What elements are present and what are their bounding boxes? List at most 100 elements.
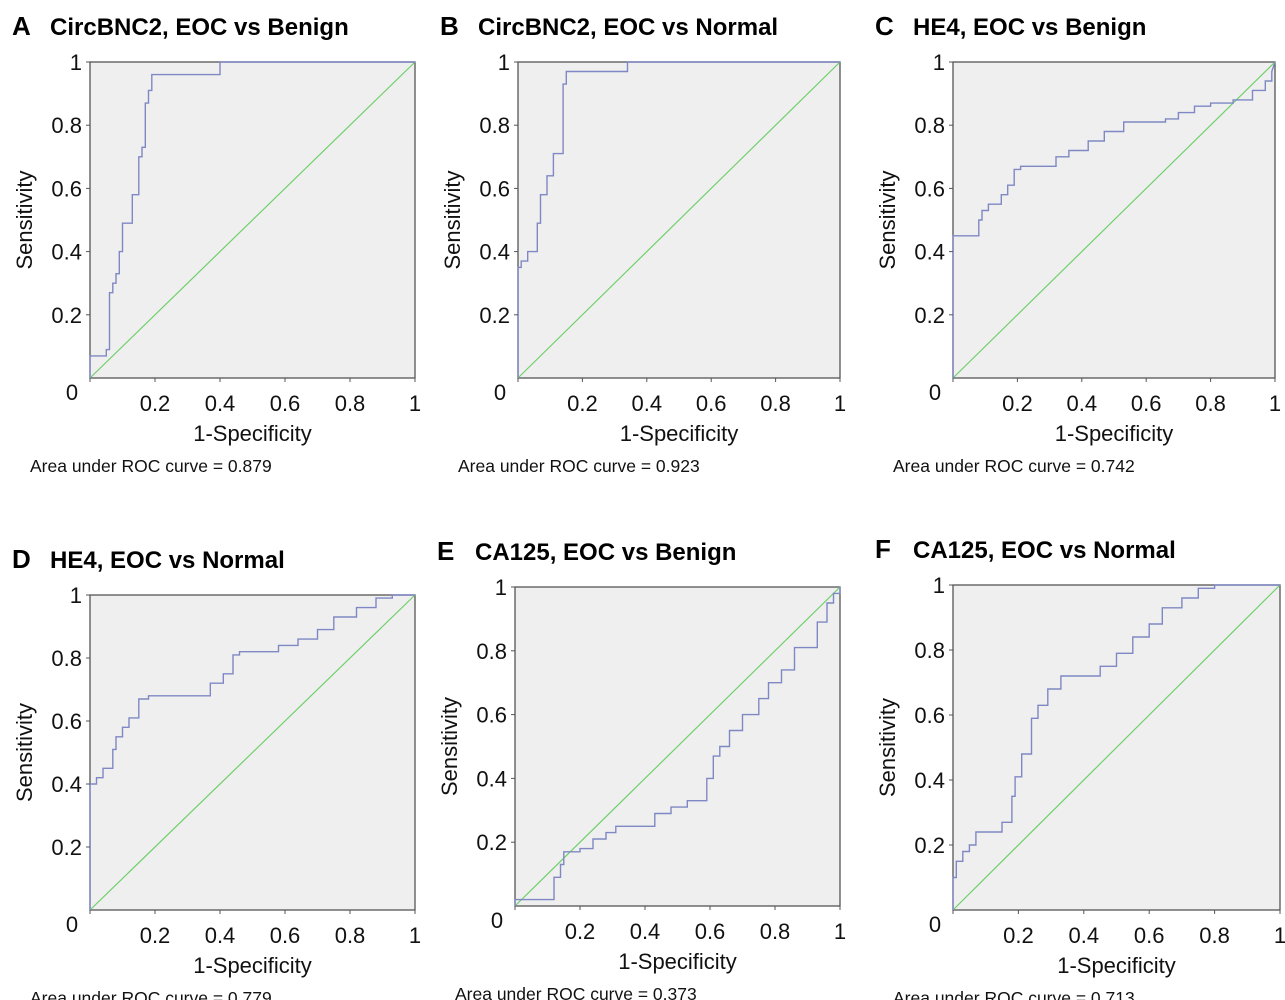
x-tick-label: 0.2 <box>140 923 171 948</box>
x-tick-label: 0.8 <box>760 391 791 416</box>
y-tick-label: 0.2 <box>479 303 510 328</box>
x-tick-label: 0.6 <box>1131 391 1162 416</box>
x-tick-label: 0 <box>66 912 78 937</box>
reference-line <box>89 61 416 379</box>
x-tick-label: 0.2 <box>1002 391 1033 416</box>
roc-curve <box>952 61 1276 378</box>
x-tick-label: 0.4 <box>1067 391 1098 416</box>
y-tick-label: 0.8 <box>914 638 945 663</box>
roc-curve <box>514 587 841 906</box>
panel-letter: B <box>440 11 459 41</box>
x-tick-label: 0.6 <box>1134 923 1165 948</box>
x-tick-label: 0.6 <box>270 391 301 416</box>
y-tick-label: 1 <box>70 50 82 75</box>
y-tick-label: 1 <box>495 575 507 600</box>
y-tick-label: 0.8 <box>914 113 945 138</box>
y-tick-label: 0.8 <box>479 113 510 138</box>
x-tick-label: 0.8 <box>335 923 366 948</box>
x-tick-label: 0.4 <box>632 391 663 416</box>
x-tick-label: 0.6 <box>695 919 726 944</box>
panel-title: HE4, EOC vs Benign <box>913 14 1146 41</box>
y-tick-label: 0.4 <box>914 240 945 265</box>
auc-annotation: Area under ROC curve = 0.923 <box>458 456 700 476</box>
x-tick-label: 0.2 <box>567 391 598 416</box>
x-tick-label: 1 <box>409 391 421 416</box>
x-tick-label: 0.4 <box>205 391 236 416</box>
y-tick-label: 0.8 <box>51 113 82 138</box>
x-tick-label: 0.2 <box>1003 923 1034 948</box>
y-tick-label: 0.6 <box>51 176 82 201</box>
y-tick-label: 0.2 <box>476 830 507 855</box>
x-tick-label: 0.6 <box>696 391 727 416</box>
y-tick-label: 1 <box>933 573 945 598</box>
roc-panel-c: C HE4, EOC vs Benign 0 0.2 0.4 0.6 0.8 1 0.2 0.4 0… <box>875 11 1281 476</box>
panel-title: HE4, EOC vs Normal <box>50 547 285 574</box>
roc-curve <box>952 584 1280 910</box>
x-tick-label: 0 <box>929 912 941 937</box>
x-axis-label: 1-Specificity <box>1057 953 1176 978</box>
x-tick-label: 1 <box>1274 923 1285 948</box>
y-tick-label: 0.6 <box>914 703 945 728</box>
x-tick-label: 0 <box>491 908 503 933</box>
x-tick-label: 1 <box>834 919 846 944</box>
roc-panel-e: E CA125, EOC vs Benign 0 0.2 0.4 0.6 0.8 1 0.2 0.… <box>437 536 846 1000</box>
auc-annotation: Area under ROC curve = 0.879 <box>30 456 272 476</box>
auc-annotation: Area under ROC curve = 0.713 <box>893 988 1135 1000</box>
x-tick-label: 0 <box>66 380 78 405</box>
panel-letter: F <box>875 534 891 564</box>
reference-line <box>952 61 1276 379</box>
auc-annotation: Area under ROC curve = 0.742 <box>893 456 1135 476</box>
x-tick-label: 0 <box>929 380 941 405</box>
reference-line <box>952 584 1281 911</box>
y-axis-label: Sensitivity <box>875 698 900 797</box>
roc-panel-d: D HE4, EOC vs Normal 0 0.2 0.4 0.6 0.8 1 0.2 0.4 0… <box>12 544 421 1000</box>
x-tick-label: 0.4 <box>1069 923 1100 948</box>
panel-letter: E <box>437 536 454 566</box>
y-tick-label: 0.2 <box>51 835 82 860</box>
y-tick-label: 1 <box>498 50 510 75</box>
y-tick-label: 0.2 <box>914 303 945 328</box>
panel-title: CircBNC2, EOC vs Benign <box>50 14 349 41</box>
x-tick-label: 1 <box>834 391 846 416</box>
reference-line <box>517 61 841 379</box>
y-tick-label: 1 <box>933 50 945 75</box>
panel-letter: D <box>12 544 31 574</box>
x-tick-label: 0.8 <box>760 919 791 944</box>
x-axis-label: 1-Specificity <box>1055 421 1174 446</box>
x-axis-label: 1-Specificity <box>618 949 737 974</box>
x-axis-label: 1-Specificity <box>620 421 739 446</box>
auc-annotation: Area under ROC curve = 0.373 <box>455 984 697 1000</box>
reference-line <box>89 594 416 911</box>
roc-panel-a: A CircBNC2, EOC vs Benign 0 0.2 0.4 0.6 0.8 1 0.… <box>12 11 421 476</box>
y-tick-label: 0.8 <box>476 639 507 664</box>
y-tick-label: 0.6 <box>479 176 510 201</box>
x-axis-label: 1-Specificity <box>193 953 312 978</box>
panel-letter: A <box>12 11 31 41</box>
y-tick-label: 0.2 <box>914 833 945 858</box>
roc-curve <box>89 594 415 910</box>
x-tick-label: 0.4 <box>630 919 661 944</box>
y-axis-label: Sensitivity <box>440 170 465 269</box>
x-axis-label: 1-Specificity <box>193 421 312 446</box>
x-tick-label: 0.2 <box>140 391 171 416</box>
x-tick-label: 0.2 <box>565 919 596 944</box>
y-tick-label: 0.6 <box>476 703 507 728</box>
x-tick-label: 0.4 <box>205 923 236 948</box>
x-tick-label: 0.8 <box>1199 923 1230 948</box>
panel-title: CircBNC2, EOC vs Normal <box>478 14 778 41</box>
roc-curve <box>517 61 840 378</box>
panel-title: CA125, EOC vs Benign <box>475 539 736 566</box>
roc-panel-f: F CA125, EOC vs Normal 0 0.2 0.4 0.6 0.8 1 0.2 0.… <box>875 534 1285 1000</box>
panel-title: CA125, EOC vs Normal <box>913 537 1176 564</box>
y-tick-label: 1 <box>70 583 82 608</box>
auc-annotation: Area under ROC curve = 0.779 <box>30 988 272 1000</box>
y-tick-label: 0.4 <box>51 240 82 265</box>
y-axis-label: Sensitivity <box>437 697 462 796</box>
y-axis-label: Sensitivity <box>12 170 37 269</box>
y-tick-label: 0.4 <box>51 772 82 797</box>
y-axis-label: Sensitivity <box>875 170 900 269</box>
y-tick-label: 0.6 <box>51 709 82 734</box>
x-tick-label: 0.8 <box>335 391 366 416</box>
roc-panel-b: B CircBNC2, EOC vs Normal 0 0.2 0.4 0.6 0.8 1 0.… <box>440 11 846 476</box>
